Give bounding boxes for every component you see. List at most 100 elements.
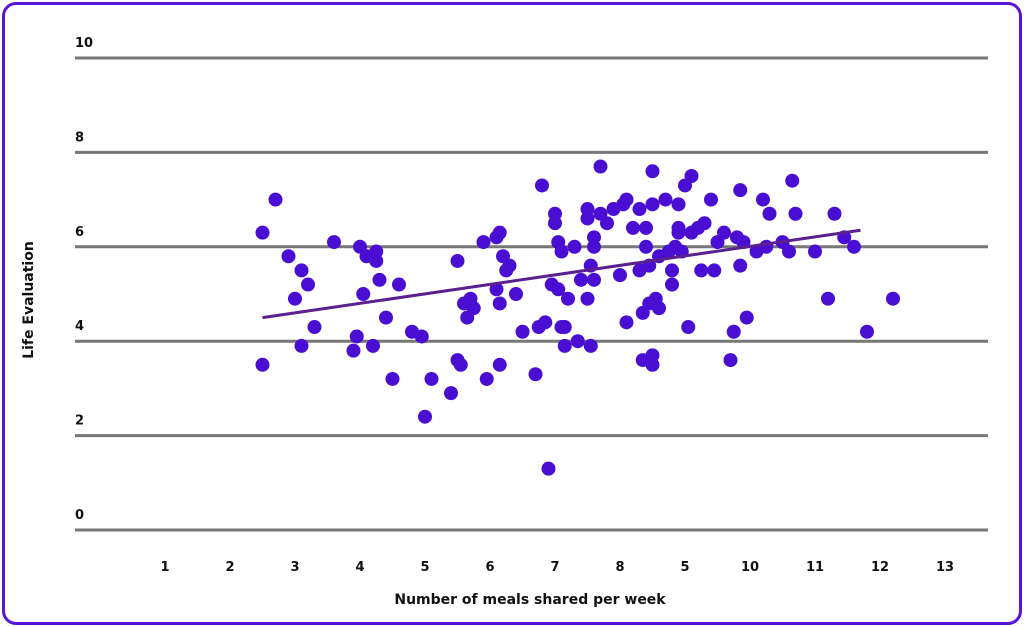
data-point bbox=[671, 225, 686, 240]
x-tick-label-12: 12 bbox=[871, 560, 889, 575]
x-tick-label-5: 5 bbox=[420, 560, 429, 575]
data-point bbox=[652, 301, 666, 316]
data-point bbox=[281, 249, 296, 264]
data-point bbox=[847, 239, 861, 254]
data-point bbox=[684, 169, 699, 183]
data-point bbox=[619, 315, 634, 330]
data-point bbox=[704, 192, 718, 207]
x-tick-label-11: 11 bbox=[806, 560, 824, 575]
data-point bbox=[551, 282, 566, 297]
data-point bbox=[548, 206, 562, 221]
data-point bbox=[294, 263, 309, 278]
data-point bbox=[671, 197, 686, 212]
data-point bbox=[346, 343, 361, 358]
data-point bbox=[639, 220, 653, 235]
x-tick-label-10: 10 bbox=[741, 560, 759, 575]
data-point bbox=[515, 324, 530, 339]
data-point bbox=[385, 371, 400, 386]
data-point bbox=[557, 338, 572, 353]
data-point bbox=[587, 230, 601, 245]
data-point bbox=[255, 357, 270, 372]
x-tick-label-13: 13 bbox=[936, 560, 954, 575]
data-point bbox=[444, 386, 458, 401]
trendline-group bbox=[262, 228, 861, 320]
x-axis-label: Number of meals shared per week bbox=[394, 592, 666, 608]
data-point bbox=[827, 206, 842, 221]
data-point bbox=[808, 244, 822, 259]
data-point bbox=[626, 220, 640, 235]
data-point bbox=[288, 291, 302, 306]
x-tick-label-1: 1 bbox=[160, 560, 169, 575]
data-point bbox=[574, 272, 588, 287]
data-point bbox=[255, 225, 270, 240]
x-tick-label-8: 8 bbox=[615, 560, 624, 575]
data-point bbox=[658, 192, 673, 207]
data-point bbox=[645, 348, 660, 363]
data-point bbox=[726, 324, 741, 339]
data-point bbox=[392, 277, 406, 292]
data-point bbox=[665, 263, 679, 278]
y-tick-label-2: 2 bbox=[75, 414, 84, 429]
data-point bbox=[372, 272, 387, 287]
data-point bbox=[479, 371, 494, 386]
data-point bbox=[580, 291, 595, 306]
x-tick-label-9: 5 bbox=[680, 560, 689, 575]
data-point bbox=[294, 338, 309, 353]
data-point bbox=[414, 329, 429, 344]
data-point bbox=[860, 324, 874, 339]
y-tick-label-6: 6 bbox=[75, 225, 84, 240]
data-point bbox=[453, 357, 468, 372]
data-point bbox=[762, 206, 777, 221]
data-point bbox=[492, 357, 507, 372]
data-point bbox=[788, 206, 803, 221]
data-point bbox=[570, 334, 585, 349]
y-tick-labels: 0 2 4 6 8 10 bbox=[75, 36, 93, 523]
data-point bbox=[424, 371, 439, 386]
data-points bbox=[255, 159, 900, 476]
data-point bbox=[528, 367, 543, 382]
y-tick-label-8: 8 bbox=[75, 130, 84, 145]
gridlines bbox=[75, 56, 988, 532]
data-point bbox=[645, 164, 660, 179]
x-tick-label-2: 2 bbox=[225, 560, 234, 575]
data-point bbox=[886, 291, 900, 306]
data-point bbox=[492, 296, 507, 311]
data-point bbox=[632, 202, 647, 217]
data-point bbox=[557, 320, 572, 335]
y-tick-label-0: 0 bbox=[75, 508, 84, 523]
data-point bbox=[450, 253, 465, 268]
y-tick-label-10: 10 bbox=[75, 36, 93, 51]
trendline bbox=[262, 228, 861, 320]
data-point bbox=[733, 258, 748, 273]
data-point bbox=[349, 329, 364, 344]
data-point bbox=[756, 192, 770, 207]
x-tick-label-6: 6 bbox=[485, 560, 494, 575]
data-point bbox=[619, 192, 634, 207]
data-point bbox=[707, 263, 722, 278]
data-point bbox=[785, 173, 800, 188]
data-point bbox=[600, 216, 614, 231]
data-point bbox=[356, 287, 371, 301]
data-point bbox=[509, 287, 523, 301]
y-axis-label: Life Evaluation bbox=[21, 241, 37, 359]
data-point bbox=[307, 320, 322, 335]
x-tick-label-3: 3 bbox=[290, 560, 299, 575]
x-tick-label-4: 4 bbox=[355, 560, 364, 575]
data-point bbox=[301, 277, 315, 292]
data-point bbox=[639, 239, 653, 254]
data-point bbox=[681, 320, 696, 335]
x-tick-label-7: 7 bbox=[550, 560, 559, 575]
data-point bbox=[613, 268, 627, 283]
data-point bbox=[697, 216, 712, 231]
data-point bbox=[327, 235, 341, 250]
data-point bbox=[583, 338, 598, 353]
data-point bbox=[733, 183, 748, 198]
data-point bbox=[379, 310, 393, 325]
data-point bbox=[538, 315, 553, 330]
data-point bbox=[476, 235, 491, 250]
data-point bbox=[489, 282, 504, 297]
data-point bbox=[492, 225, 507, 240]
data-point bbox=[821, 291, 835, 306]
